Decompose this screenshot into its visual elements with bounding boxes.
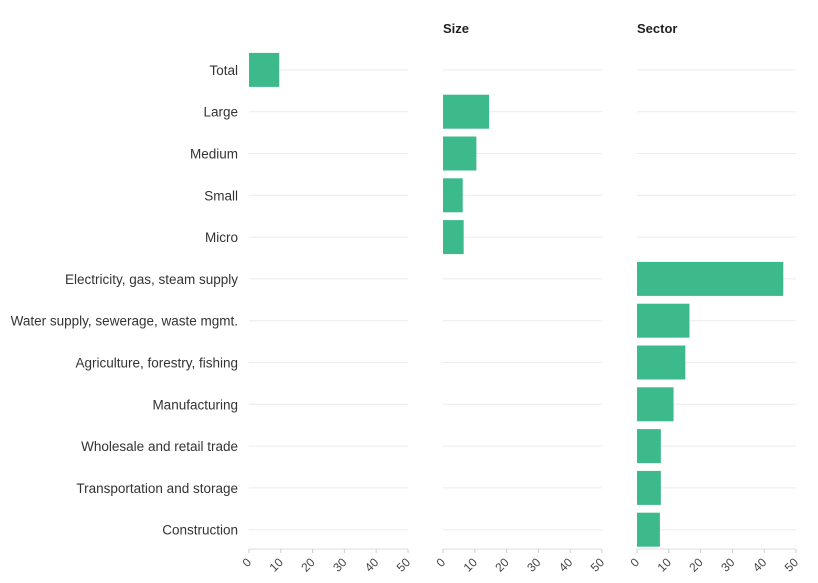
x-tick-label: 30 (330, 555, 350, 575)
x-tick-label: 30 (718, 555, 738, 575)
row-label-small: Small (204, 188, 238, 203)
row-label-wholesale-and-retail-trade: Wholesale and retail trade (81, 439, 238, 454)
x-tick-label: 20 (298, 555, 318, 575)
bar-wholesale-and-retail-trade (637, 429, 661, 464)
x-tick-label: 10 (655, 555, 675, 575)
bar-micro (443, 220, 464, 255)
row-label-total: Total (209, 63, 238, 78)
x-tick-label: 10 (461, 555, 481, 575)
bar-agriculture-forestry-fishing (637, 345, 686, 380)
x-tick-label: 20 (492, 555, 512, 575)
bar-manufacturing (637, 387, 674, 422)
bar-construction (637, 512, 660, 547)
bar-large (443, 94, 490, 129)
bar-small (443, 178, 463, 213)
x-tick-label: 10 (267, 555, 287, 575)
chart-panels: 0 10 20 30 40 50 Size 0 10 20 30 40 50 Sector 0 10 20 30 4… (239, 21, 801, 575)
x-tick-label: 30 (524, 555, 544, 575)
panel-total: 0 10 20 30 40 50 (239, 52, 414, 575)
row-label-large: Large (203, 105, 238, 120)
row-label-water-supply-sewerage-waste-mgmt: Water supply, sewerage, waste mgmt. (11, 314, 238, 329)
x-tick-label: 0 (433, 555, 448, 570)
bar-total (249, 52, 280, 87)
bar-medium (443, 136, 477, 171)
panel-title-size: Size (443, 21, 469, 36)
row-label-micro: Micro (205, 230, 238, 245)
x-tick-label: 0 (239, 555, 254, 570)
panel-size: Size 0 10 20 30 40 50 (433, 21, 607, 575)
row-label-construction: Construction (162, 523, 238, 538)
row-label-manufacturing: Manufacturing (152, 397, 238, 412)
x-tick-label: 50 (394, 555, 414, 575)
row-label-transportation-and-storage: Transportation and storage (76, 481, 238, 496)
row-label-agriculture-forestry-fishing: Agriculture, forestry, fishing (75, 356, 238, 371)
bar-transportation-and-storage (637, 470, 661, 505)
panel-sector: Sector 0 10 20 30 40 50 (627, 21, 801, 575)
x-tick-label: 50 (782, 555, 802, 575)
x-tick-label: 50 (588, 555, 608, 575)
x-tick-label: 40 (362, 555, 382, 575)
row-labels: Total Large Medium Small Micro Electricity, g… (11, 63, 239, 538)
x-tick-label: 40 (750, 555, 770, 575)
bar-water-supply-sewerage-waste-mgmt (637, 303, 690, 338)
x-tick-label: 0 (627, 555, 642, 570)
row-label-electricity-gas-steam-supply: Electricity, gas, steam supply (65, 272, 238, 287)
panel-title-sector: Sector (637, 21, 677, 36)
x-tick-label: 20 (686, 555, 706, 575)
x-tick-label: 40 (556, 555, 576, 575)
bar-electricity-gas-steam-supply (637, 261, 784, 296)
row-label-medium: Medium (190, 147, 238, 162)
